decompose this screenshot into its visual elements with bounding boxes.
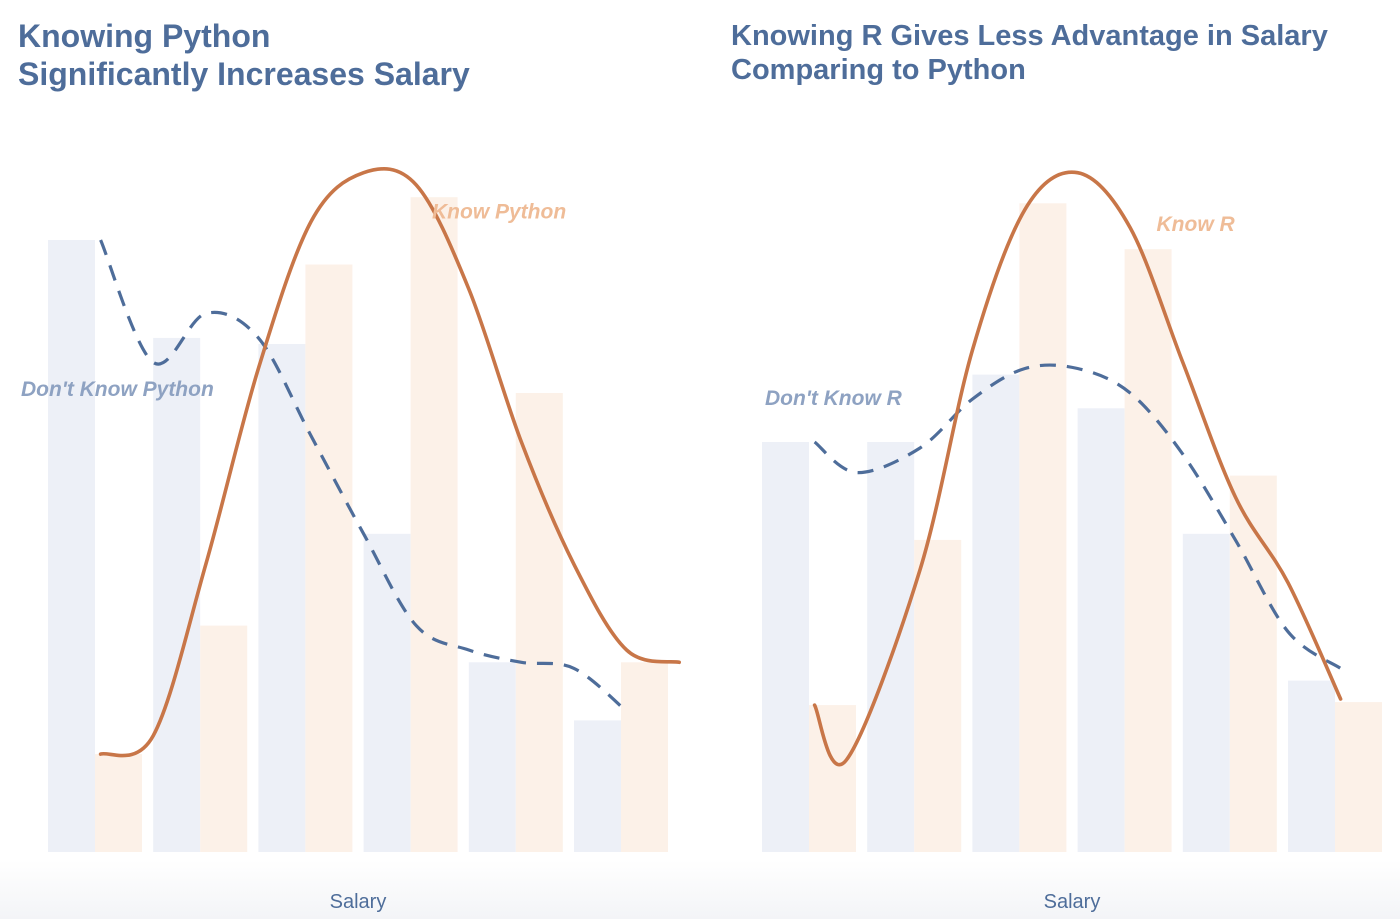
right-dont-know-bar-3	[972, 374, 1020, 852]
left-know-label: Know Python	[432, 201, 566, 224]
right-know-bar-6	[1335, 702, 1382, 852]
right-chart-title-line-2: Comparing to Python	[731, 54, 1026, 87]
left-know-bar-6	[621, 662, 668, 852]
right-know-bar-5	[1229, 475, 1277, 852]
left-dont-know-bar-2	[153, 337, 201, 852]
left-dont-know-bar-6	[574, 720, 621, 852]
right-dont-know-curve	[813, 363, 1342, 670]
right-chart-title-line-1: Knowing R Gives Less Advantage in Salary	[731, 20, 1328, 52]
left-chart-title-line-1: Knowing Python	[18, 18, 271, 54]
right-dont-know-bar-4	[1077, 408, 1125, 852]
left-know-bar-3	[305, 264, 353, 852]
right-chart-title: Knowing R Gives Less Advantage in Salary…	[731, 19, 1328, 87]
right-dont-know-bar-5	[1182, 533, 1230, 852]
right-dont-know-bar-6	[1288, 680, 1335, 852]
left-dont-know-bar-3	[258, 344, 306, 852]
left-dont-know-curve	[99, 239, 628, 713]
right-know-bar-4	[1124, 249, 1172, 852]
left-dont-know-label: Don't Know Python	[21, 378, 214, 401]
right-know-label: Know R	[1157, 213, 1236, 236]
left-dont-know-bar-1	[48, 240, 95, 852]
left-x-axis-label: Salary	[330, 891, 387, 913]
right-dont-know-bar-1	[762, 442, 809, 852]
left-know-bar-5	[515, 393, 563, 852]
left-know-curve	[98, 166, 681, 758]
left-chart-title: Knowing Python Significantly Increases S…	[18, 18, 470, 94]
left-know-bar-1	[95, 754, 142, 852]
left-know-bar-4	[410, 197, 458, 852]
right-dont-know-bar-2	[867, 442, 915, 852]
right-know-bar-2	[914, 539, 962, 852]
right-x-axis-label: Salary	[1044, 891, 1101, 913]
left-know-bar-2	[200, 625, 248, 852]
right-know-bar-1	[809, 705, 856, 852]
right-know-curve	[812, 170, 1343, 767]
right-dont-know-label: Don't Know R	[765, 387, 903, 410]
right-know-bar-3	[1019, 203, 1067, 853]
left-chart-title-line-2: Significantly Increases Salary	[18, 55, 470, 92]
left-dont-know-bar-4	[363, 533, 411, 852]
left-dont-know-bar-5	[468, 662, 516, 852]
